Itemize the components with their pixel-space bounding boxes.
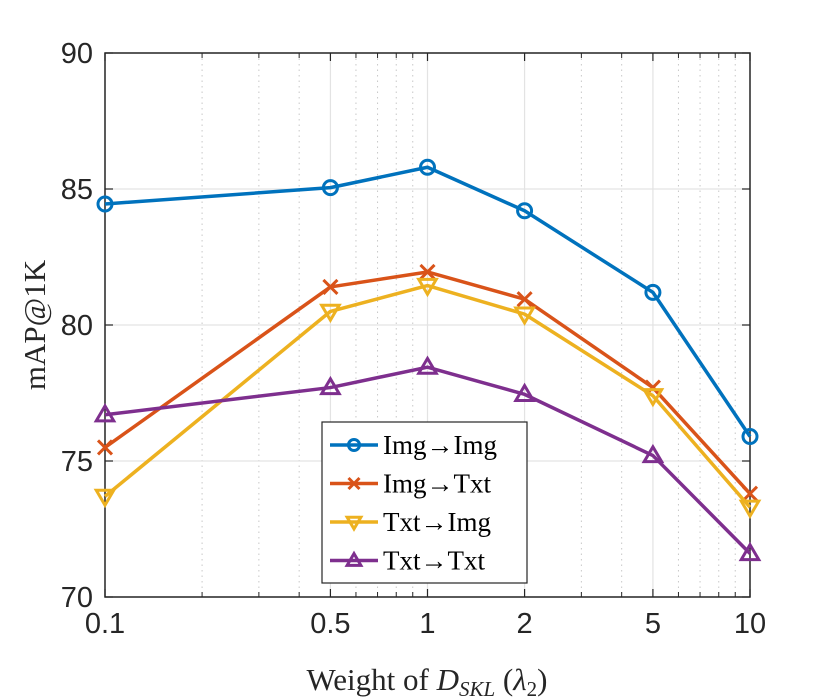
legend-label: Img→Txt (383, 469, 491, 499)
marker-triangle-up (641, 443, 665, 464)
marker-triangle-up (513, 382, 536, 402)
marker-x-stroke (322, 278, 339, 295)
y-tick-label: 90 (61, 38, 93, 70)
marker-circle (347, 438, 361, 452)
x-tick-label: 2 (517, 608, 533, 640)
marker-x (322, 278, 339, 295)
legend-label: Txt→Txt (383, 546, 485, 576)
marker-x (96, 439, 114, 456)
marker-triangle-down (641, 388, 665, 408)
legend-item: Img→Txt (330, 469, 491, 499)
x-axis-label-lambda-sub: 2 (527, 677, 538, 700)
series-txt-txt (93, 355, 762, 562)
x-axis-label-prefix: Weight of (306, 662, 436, 697)
marker-x (516, 291, 533, 308)
marker-circle (741, 428, 759, 446)
y-tick-label: 80 (61, 310, 93, 342)
legend-item: Txt→Txt (330, 546, 485, 576)
series-img-img (96, 158, 759, 446)
y-axis-label: mAP@1K (17, 259, 52, 390)
marker-x-stroke (741, 485, 759, 502)
marker-x (347, 476, 361, 491)
marker-triangle-up (738, 541, 762, 562)
y-tick-labels: 70 75 80 85 90 (61, 38, 93, 614)
legend-items: Img→Img Img→Txt Txt→Img Txt→Txt (330, 430, 497, 576)
y-tick-label: 75 (61, 446, 93, 478)
marker-triangle-down (344, 515, 364, 532)
x-tick-label: 10 (734, 608, 766, 640)
marker-triangle-down (93, 488, 117, 509)
x-axis-label-symbol: D (436, 662, 459, 697)
x-axis-label-lambda: λ (512, 662, 526, 697)
y-tick-label: 85 (61, 174, 93, 206)
x-axis-label-paren-open: ( (495, 662, 513, 697)
marker-triangle-down (738, 499, 762, 519)
x-tick-label: 5 (645, 608, 661, 640)
x-tick-labels: 0.1 0.5 1 2 5 10 (85, 608, 766, 640)
x-axis-label: Weight of DSKL (λ2) (306, 662, 547, 700)
marker-triangle-up (344, 550, 364, 567)
marker-x (741, 485, 759, 502)
marker-circle (516, 202, 534, 220)
marker-x-stroke (419, 263, 436, 281)
series-txt-img (93, 277, 762, 519)
series-line (103, 283, 752, 509)
marker-triangle-down (416, 277, 439, 298)
series (93, 158, 762, 562)
marker-triangle-up (319, 375, 342, 396)
marker-circle (419, 158, 436, 176)
marker-x (419, 263, 436, 281)
series-img-txt (96, 263, 759, 502)
legend: Img→Img Img→Txt Txt→Img Txt→Txt (321, 421, 528, 584)
x-axis-label-subscript: SKL (459, 677, 495, 700)
series-line (104, 365, 752, 555)
legend-label: Txt→Img (383, 507, 491, 537)
marker-circle (644, 283, 662, 301)
ticks (104, 52, 751, 598)
series-line (103, 270, 752, 495)
x-tick-label: 0.5 (310, 608, 350, 640)
legend-item: Txt→Img (330, 507, 491, 537)
marker-circle (96, 195, 114, 213)
series-line (104, 165, 752, 438)
marker-triangle-down (513, 306, 536, 326)
x-axis-label-paren-close: ) (537, 662, 547, 697)
marker-triangle-up (416, 355, 439, 375)
legend-item: Img→Img (330, 430, 497, 460)
marker-triangle-down (319, 303, 342, 324)
x-tick-label: 0.1 (85, 608, 125, 640)
marker-circle (321, 179, 339, 197)
marker-x-stroke (96, 439, 114, 456)
legend-label: Img→Img (383, 430, 497, 460)
marker-x-stroke (516, 291, 533, 308)
y-tick-label: 70 (61, 582, 93, 614)
marker-triangle-up (93, 403, 117, 423)
x-tick-label: 1 (419, 608, 435, 640)
marker-x-stroke (347, 476, 361, 491)
